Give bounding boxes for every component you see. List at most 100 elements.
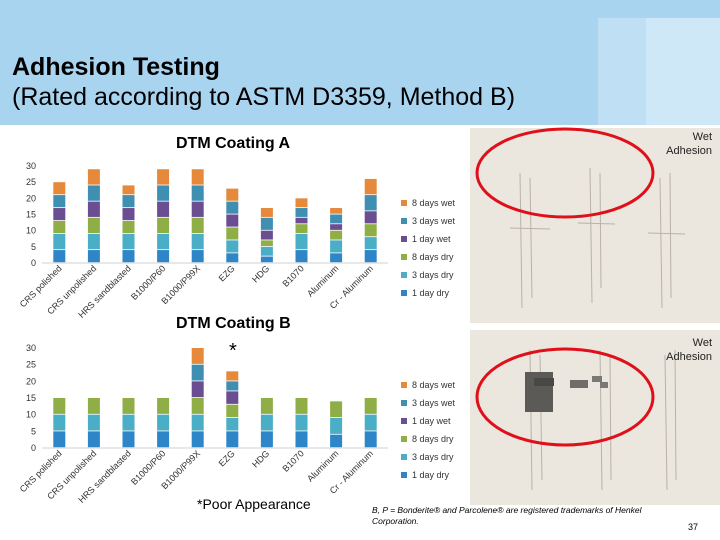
bar-segment: [330, 253, 343, 263]
legend-item: 3 days wet: [401, 212, 455, 230]
bar-segment: [191, 201, 204, 217]
page-number: 37: [688, 522, 699, 532]
legend-label: 1 day wet: [412, 416, 451, 426]
chart-a-title: DTM Coating A: [176, 135, 291, 152]
bar-segment: [122, 250, 135, 263]
wet-adhesion-label-b: Wet Adhesion: [640, 336, 712, 364]
bar-segment: [295, 414, 308, 431]
bar-segment: [364, 250, 377, 263]
bar-segment: [364, 431, 377, 448]
legend-chart-b: 8 days wet 3 days wet 1 day wet 8 days dry 3…: [401, 376, 455, 484]
bar-segment: [260, 217, 273, 230]
legend-item: 8 days dry: [401, 248, 455, 266]
bar-segment: [191, 414, 204, 431]
bar-segment: [330, 224, 343, 230]
wet-label-a-line1: Wet: [692, 131, 712, 143]
legend-swatch: [401, 254, 407, 260]
y-tick-label: 10: [26, 226, 36, 236]
legend-label: 8 days dry: [412, 434, 454, 444]
title-line-1: Adhesion Testing: [12, 53, 220, 81]
bar-segment: [295, 208, 308, 217]
legend-item: 1 day dry: [401, 466, 455, 484]
bar-segment: [260, 414, 273, 431]
header-decor-block-2: [646, 18, 720, 125]
legend-swatch: [401, 472, 407, 478]
legend-item: 1 day wet: [401, 230, 455, 248]
legend-swatch: [401, 436, 407, 442]
y-tick-label: 30: [26, 343, 36, 353]
bar-segment: [191, 185, 204, 201]
legend-label: 1 day dry: [412, 470, 450, 480]
wet-label-b-line2: Adhesion: [666, 351, 712, 363]
bar-segment: [364, 178, 377, 195]
legend-item: 3 days dry: [401, 266, 455, 284]
bar-segment: [330, 230, 343, 240]
bar-segment: [295, 233, 308, 250]
y-tick-label: 10: [26, 410, 36, 420]
x-tick-label: B1070: [280, 448, 305, 473]
bar-segment: [122, 208, 135, 221]
y-tick-label: 20: [26, 376, 36, 386]
bar-segment: [157, 414, 170, 431]
bar-segment: [122, 233, 135, 250]
legend-label: 8 days wet: [412, 198, 456, 208]
bar-segment: [364, 414, 377, 431]
bar-segment: [122, 414, 135, 431]
legend-chart-a: 8 days wet 3 days wet 1 day wet 8 days dry 3…: [401, 194, 455, 302]
bar-segment: [226, 431, 239, 448]
bar-segment: [122, 220, 135, 234]
legend-item: 8 days wet: [401, 194, 455, 212]
bar-segment: [191, 398, 204, 414]
bar-segment: [191, 364, 204, 381]
bar-segment: [191, 348, 204, 364]
bar-segment: [226, 227, 239, 240]
legend-item: 8 days dry: [401, 430, 455, 448]
y-tick-label: 5: [31, 426, 36, 436]
legend-swatch: [401, 382, 407, 388]
poor-appearance-star: *: [229, 340, 237, 362]
bar-segment: [226, 201, 239, 214]
x-tick-label: EZG: [217, 448, 237, 468]
bar-segment: [87, 431, 100, 448]
bar-segment: [53, 220, 66, 234]
bar-segment: [330, 401, 343, 418]
bar-segment: [226, 371, 239, 381]
bar-segment: [87, 233, 100, 250]
bar-segment: [191, 381, 204, 398]
bar-segment: [87, 250, 100, 263]
bar-segment: [260, 246, 273, 256]
trademark-note: B, P = Bonderite® and Parcolene® are reg…: [372, 505, 642, 526]
bar-segment: [191, 233, 204, 250]
x-tick-label: Aluminum: [305, 448, 340, 483]
y-tick-label: 5: [31, 242, 36, 252]
bar-segment: [157, 398, 170, 414]
legend-item: 1 day wet: [401, 412, 455, 430]
header-decor-block: [598, 18, 646, 125]
wet-label-a-line2: Adhesion: [666, 145, 712, 157]
bar-segment: [330, 418, 343, 434]
bar-segment: [364, 211, 377, 224]
bar-segment: [295, 250, 308, 263]
legend-label: 8 days wet: [412, 380, 456, 390]
bar-segment: [87, 169, 100, 185]
bar-segment: [191, 217, 204, 234]
poor-appearance-note: *Poor Appearance: [197, 496, 311, 512]
legend-item: 3 days wet: [401, 394, 455, 412]
legend-label: 1 day wet: [412, 234, 451, 244]
legend-item: 3 days dry: [401, 448, 455, 466]
bar-segment: [87, 201, 100, 217]
bar-segment: [330, 434, 343, 448]
legend-item: 8 days wet: [401, 376, 455, 394]
bar-segment: [87, 217, 100, 234]
bar-segment: [364, 237, 377, 250]
y-tick-label: 30: [26, 161, 36, 171]
bar-segment: [295, 224, 308, 234]
y-tick-label: 0: [31, 443, 36, 453]
bar-segment: [87, 414, 100, 431]
bar-segment: [53, 250, 66, 263]
slide-title: Adhesion Testing (Rated according to AST…: [12, 52, 515, 112]
bar-segment: [226, 214, 239, 227]
bar-segment: [122, 398, 135, 414]
legend-label: 1 day dry: [412, 288, 450, 298]
bar-segment: [295, 431, 308, 448]
